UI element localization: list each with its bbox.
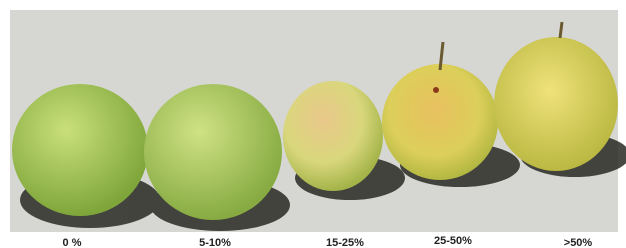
label: 15-25% bbox=[326, 237, 364, 248]
label: 5-10% bbox=[199, 237, 231, 248]
label: 0 % bbox=[63, 237, 82, 248]
apple-photo: 0 % 5-10% 15-25% 25-50% >50% bbox=[0, 0, 626, 248]
label: 25-50% bbox=[434, 235, 472, 247]
label: >50% bbox=[564, 237, 593, 248]
